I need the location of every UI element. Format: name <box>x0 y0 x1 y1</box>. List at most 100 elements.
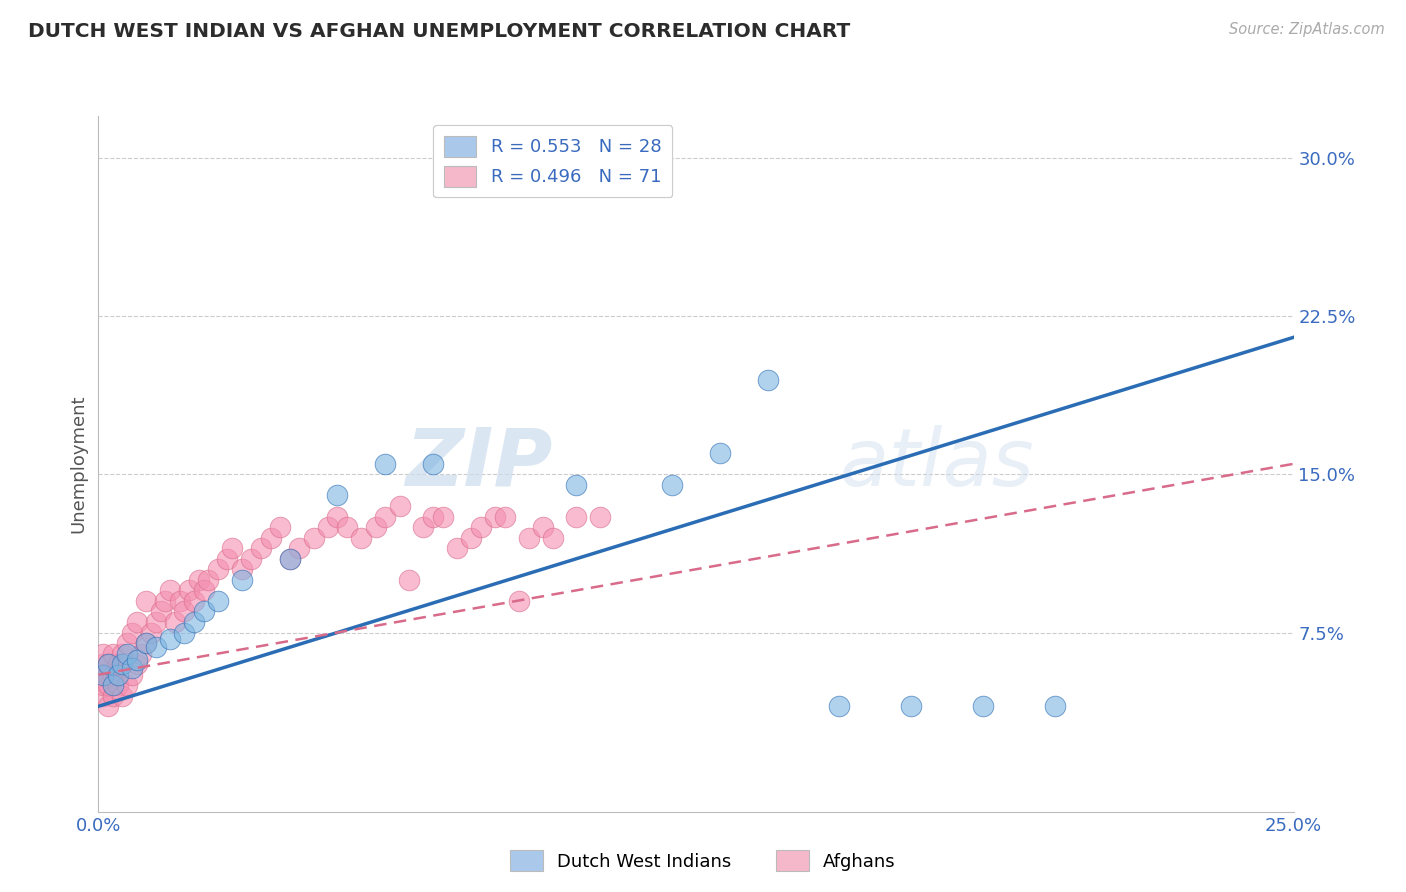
Point <box>508 594 530 608</box>
Point <box>107 657 129 672</box>
Point <box>115 678 138 692</box>
Point <box>107 678 129 692</box>
Point <box>388 499 411 513</box>
Point <box>135 636 157 650</box>
Point <box>1043 699 1066 714</box>
Point <box>91 667 114 681</box>
Point <box>589 509 612 524</box>
Point <box>91 689 114 703</box>
Point <box>207 562 229 576</box>
Point <box>217 551 239 566</box>
Point <box>107 667 129 681</box>
Point <box>972 699 994 714</box>
Point <box>460 531 482 545</box>
Text: Source: ZipAtlas.com: Source: ZipAtlas.com <box>1229 22 1385 37</box>
Point <box>155 594 177 608</box>
Point <box>111 689 134 703</box>
Point <box>179 583 201 598</box>
Point <box>326 488 349 502</box>
Point <box>135 594 157 608</box>
Point <box>101 647 124 661</box>
Point <box>422 457 444 471</box>
Point <box>470 520 492 534</box>
Point <box>135 636 157 650</box>
Point <box>900 699 922 714</box>
Point <box>173 604 195 618</box>
Text: ZIP: ZIP <box>405 425 553 503</box>
Point <box>278 551 301 566</box>
Point <box>121 661 143 675</box>
Point <box>446 541 468 556</box>
Point <box>231 573 253 587</box>
Point <box>97 657 120 672</box>
Point <box>316 520 339 534</box>
Point <box>91 667 114 681</box>
Point <box>97 699 120 714</box>
Point <box>326 509 349 524</box>
Point <box>187 573 209 587</box>
Point <box>661 478 683 492</box>
Point <box>565 509 588 524</box>
Point <box>250 541 273 556</box>
Point <box>374 457 396 471</box>
Point <box>97 678 120 692</box>
Point <box>484 509 506 524</box>
Point <box>183 594 205 608</box>
Point <box>97 667 120 681</box>
Point <box>115 647 138 661</box>
Point <box>159 583 181 598</box>
Point <box>125 657 148 672</box>
Point <box>115 636 138 650</box>
Point <box>193 583 215 598</box>
Point <box>259 531 281 545</box>
Point <box>91 657 114 672</box>
Point <box>125 653 148 667</box>
Point <box>145 615 167 629</box>
Point <box>412 520 434 534</box>
Point <box>91 678 114 692</box>
Point <box>111 647 134 661</box>
Point <box>531 520 554 534</box>
Point <box>541 531 564 545</box>
Point <box>288 541 311 556</box>
Point <box>269 520 291 534</box>
Point <box>163 615 186 629</box>
Text: atlas: atlas <box>839 425 1035 503</box>
Point <box>240 551 263 566</box>
Point <box>193 604 215 618</box>
Point <box>101 667 124 681</box>
Point <box>432 509 454 524</box>
Point <box>101 678 124 692</box>
Point <box>173 625 195 640</box>
Point <box>231 562 253 576</box>
Y-axis label: Unemployment: Unemployment <box>69 394 87 533</box>
Point <box>828 699 851 714</box>
Point <box>221 541 243 556</box>
Point <box>364 520 387 534</box>
Point <box>422 509 444 524</box>
Point <box>131 647 153 661</box>
Point <box>278 551 301 566</box>
Point <box>139 625 162 640</box>
Point <box>517 531 540 545</box>
Legend: R = 0.553   N = 28, R = 0.496   N = 71: R = 0.553 N = 28, R = 0.496 N = 71 <box>433 125 672 197</box>
Point <box>336 520 359 534</box>
Point <box>111 657 134 672</box>
Point <box>565 478 588 492</box>
Point <box>121 667 143 681</box>
Point <box>169 594 191 608</box>
Point <box>756 372 779 386</box>
Point <box>125 615 148 629</box>
Point <box>302 531 325 545</box>
Point <box>91 647 114 661</box>
Point <box>494 509 516 524</box>
Point <box>709 446 731 460</box>
Point <box>207 594 229 608</box>
Point <box>197 573 219 587</box>
Point <box>350 531 373 545</box>
Text: DUTCH WEST INDIAN VS AFGHAN UNEMPLOYMENT CORRELATION CHART: DUTCH WEST INDIAN VS AFGHAN UNEMPLOYMENT… <box>28 22 851 41</box>
Point <box>97 657 120 672</box>
Point <box>159 632 181 646</box>
Point <box>121 625 143 640</box>
Point <box>149 604 172 618</box>
